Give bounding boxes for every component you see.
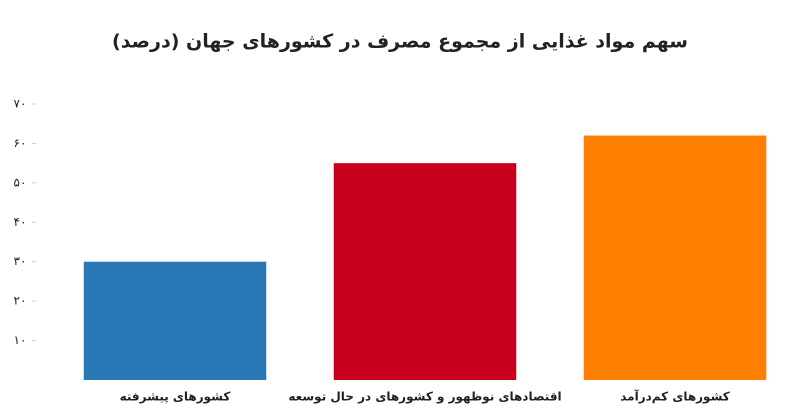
y-tick-label: ۴۰ — [14, 215, 27, 229]
y-tick-label: ۲۰ — [14, 294, 27, 308]
bar — [583, 135, 767, 380]
chart-title: سهم مواد غذایی از مجموع مصرف در کشورهای … — [112, 31, 688, 53]
y-tick-label: ۳۰ — [14, 254, 27, 268]
y-tick-label: ۱۰ — [14, 333, 27, 347]
y-tick-label: ۵۰ — [14, 175, 27, 189]
x-tick-label: اقتصادهای نوظهور و کشورهای در حال توسعه — [288, 390, 561, 405]
x-tick-label: کشورهای کم‌درآمد — [620, 389, 730, 405]
bar — [83, 261, 267, 380]
y-tick-label: ۷۰ — [14, 97, 27, 111]
bar — [333, 163, 517, 380]
x-tick-label: کشورهای پیشرفته — [120, 390, 231, 405]
y-tick-label: ۶۰ — [14, 136, 27, 150]
